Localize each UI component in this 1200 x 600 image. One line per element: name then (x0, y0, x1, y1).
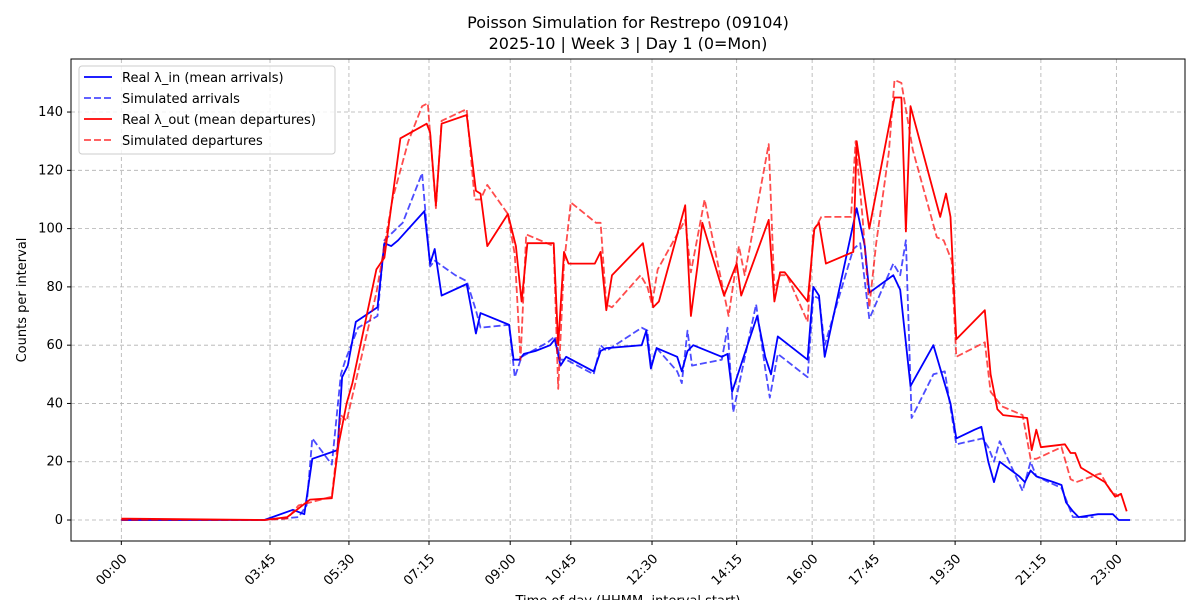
series-line (121, 207, 1131, 521)
legend: Real λ_in (mean arrivals) Simulated arriv… (78, 65, 336, 155)
y-tick-label: 40 (46, 396, 63, 411)
series-line (121, 96, 1128, 521)
y-tick-label: 0 (55, 513, 63, 528)
chart-subtitle: 2025-10 | Week 3 | Day 1 (0=Mon) (489, 34, 768, 53)
x-tick-label: 10:45 (543, 552, 580, 589)
y-tick-label: 20 (46, 455, 63, 470)
x-tick-label: 23:00 (1089, 552, 1126, 589)
x-tick-label: 09:00 (482, 552, 519, 589)
legend-label: Real λ_out (mean departures) (122, 113, 316, 128)
x-tick-label: 07:15 (401, 552, 438, 589)
x-tick-label: 14:15 (709, 552, 746, 589)
legend-label: Simulated arrivals (122, 92, 240, 107)
legend-label: Simulated departures (122, 134, 263, 149)
x-tick-label: 21:15 (1013, 552, 1050, 589)
x-tick-label: 05:30 (321, 552, 358, 589)
x-tick-label: 17:45 (846, 552, 883, 589)
series-line (121, 172, 1094, 521)
x-tick-label: 03:45 (242, 552, 279, 589)
legend-label: Real λ_in (mean arrivals) (122, 71, 284, 86)
chart-title: Poisson Simulation for Restrepo (09104) (467, 13, 789, 32)
y-axis-label: Counts per interval (15, 238, 30, 363)
x-axis-label: Time of day (HHMM, interval start) (514, 594, 740, 600)
y-tick-label: 80 (46, 280, 63, 295)
y-tick-label: 140 (38, 105, 63, 120)
x-tick-label: 19:30 (927, 552, 964, 589)
series-line (121, 79, 1120, 521)
y-tick-label: 120 (38, 163, 63, 178)
y-tick-label: 100 (38, 222, 63, 237)
y-tick-label: 60 (46, 338, 63, 353)
plot-frame (70, 58, 1186, 542)
legend-box (78, 65, 336, 155)
x-tick-label: 00:00 (93, 552, 130, 589)
x-tick-label: 12:30 (624, 552, 661, 589)
x-tick-label: 16:00 (784, 552, 821, 589)
